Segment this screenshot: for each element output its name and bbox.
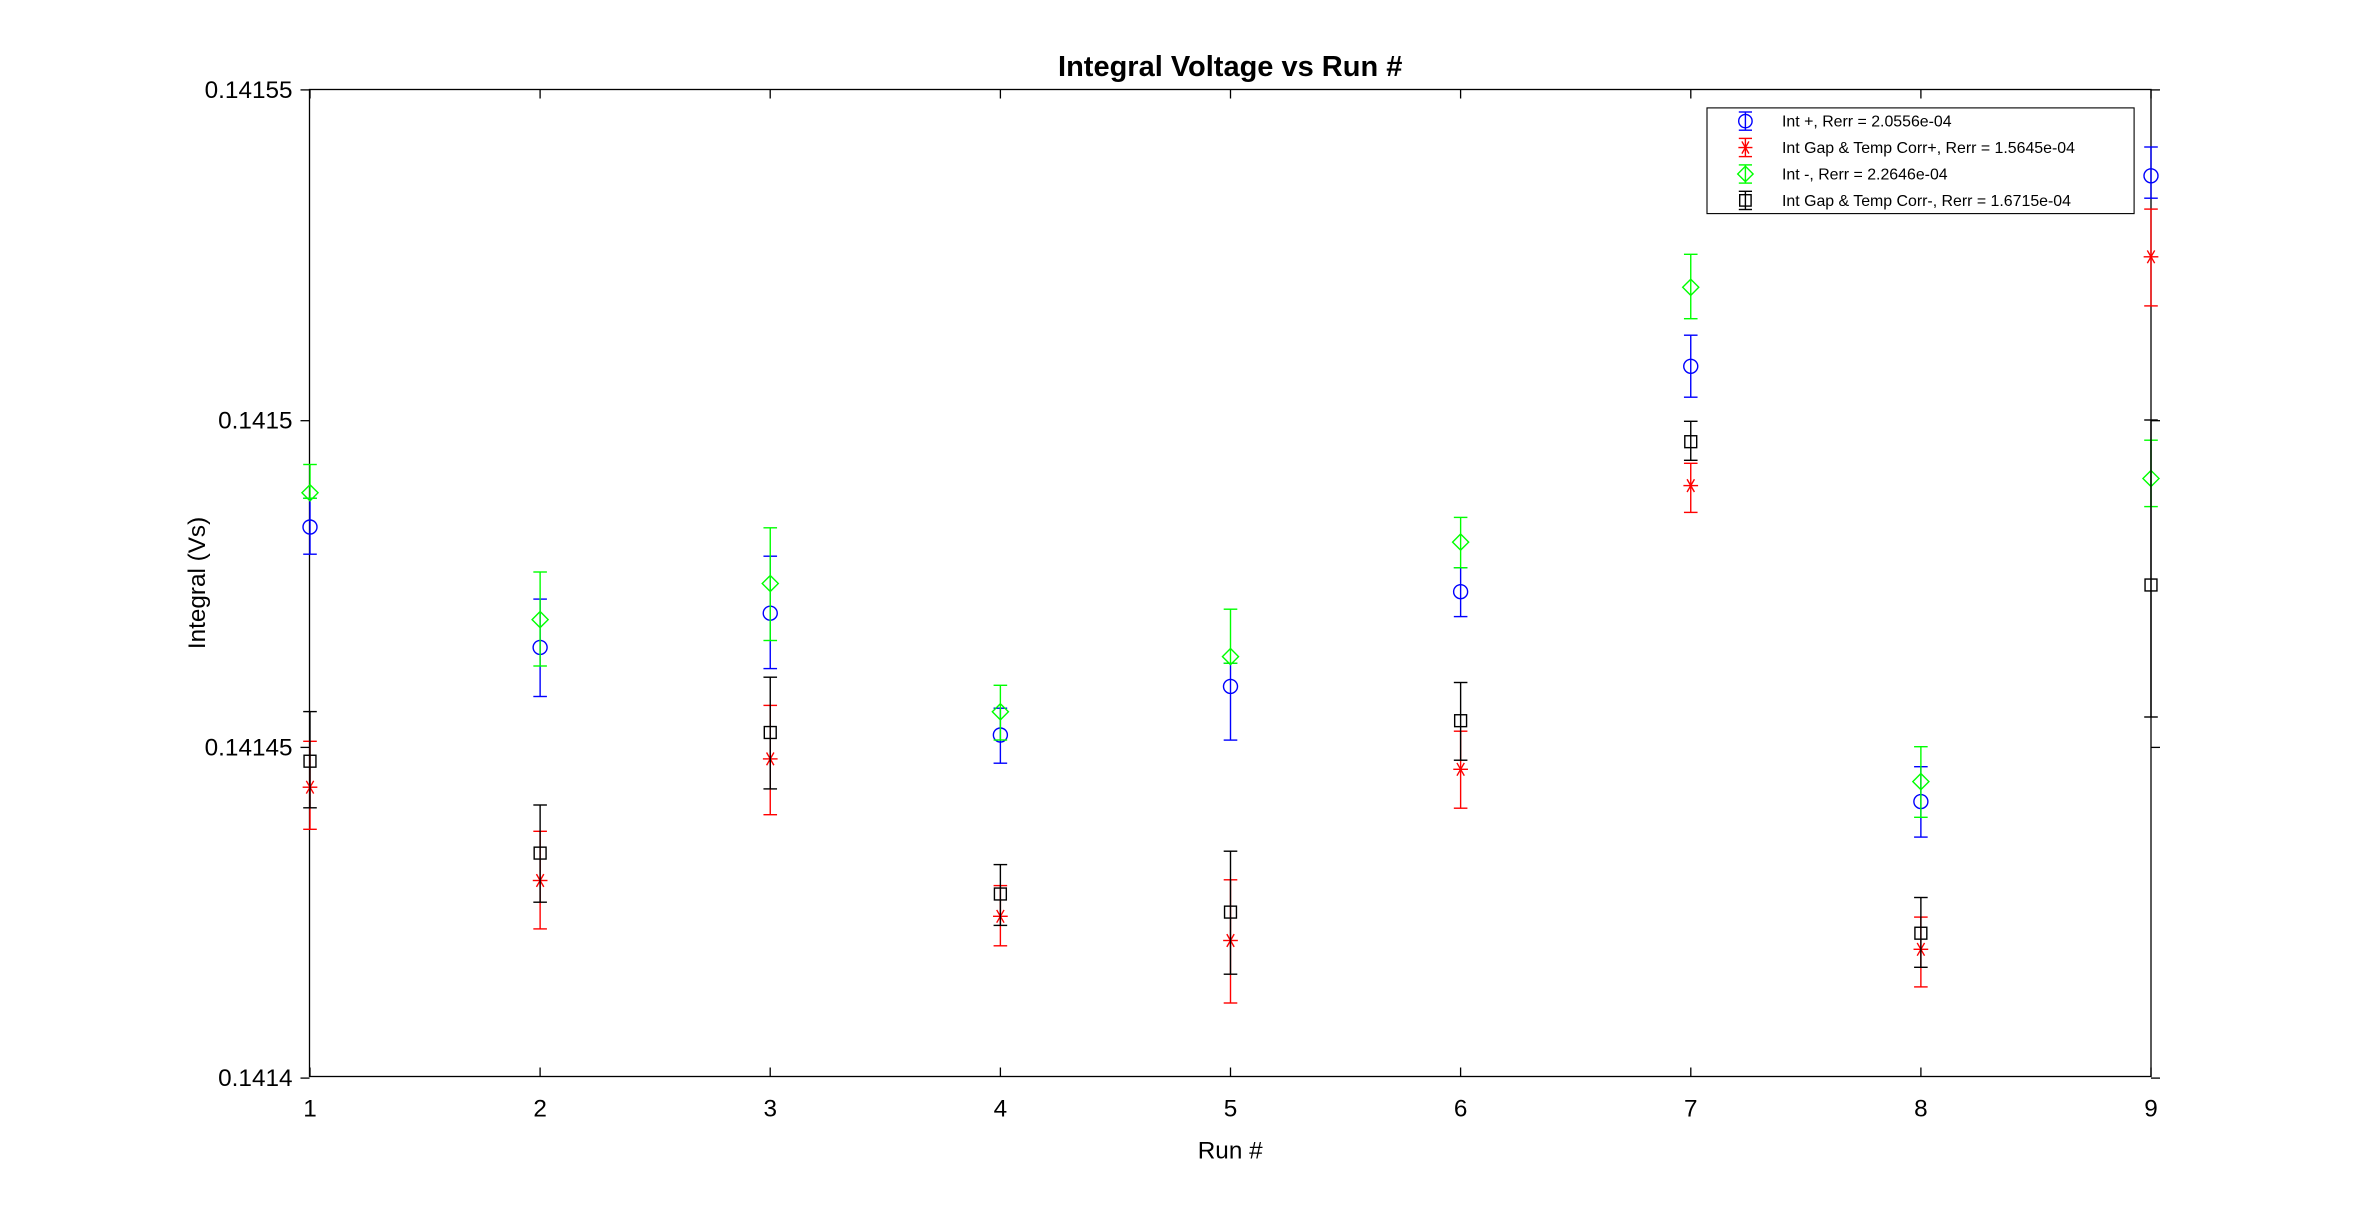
svg-text:5: 5	[1224, 1096, 1238, 1123]
svg-text:2: 2	[533, 1096, 547, 1123]
svg-text:Int Gap & Temp Corr-, Rerr = 1: Int Gap & Temp Corr-, Rerr = 1.6715e-04	[1782, 193, 2071, 210]
svg-text:0.1414: 0.1414	[218, 1065, 292, 1092]
svg-text:Int Gap & Temp Corr+, Rerr = 1: Int Gap & Temp Corr+, Rerr = 1.5645e-04	[1782, 140, 2075, 157]
svg-text:9: 9	[2144, 1096, 2158, 1123]
svg-text:0.14145: 0.14145	[205, 734, 293, 761]
svg-text:8: 8	[1914, 1096, 1928, 1123]
svg-text:0.1415: 0.1415	[218, 408, 292, 435]
svg-text:7: 7	[1684, 1096, 1698, 1123]
svg-text:Int +, Rerr = 2.0556e-04: Int +, Rerr = 2.0556e-04	[1782, 114, 1952, 131]
svg-text:4: 4	[994, 1096, 1008, 1123]
svg-text:Integral Voltage vs Run #: Integral Voltage vs Run #	[1058, 51, 1402, 83]
svg-text:3: 3	[763, 1096, 777, 1123]
svg-text:6: 6	[1454, 1096, 1468, 1123]
svg-text:Run #: Run #	[1198, 1138, 1263, 1165]
svg-text:Int -, Rerr = 2.2646e-04: Int -, Rerr = 2.2646e-04	[1782, 167, 1948, 184]
svg-text:1: 1	[303, 1096, 317, 1123]
svg-text:0.14155: 0.14155	[205, 77, 293, 104]
svg-text:Integral (Vs): Integral (Vs)	[184, 517, 211, 649]
